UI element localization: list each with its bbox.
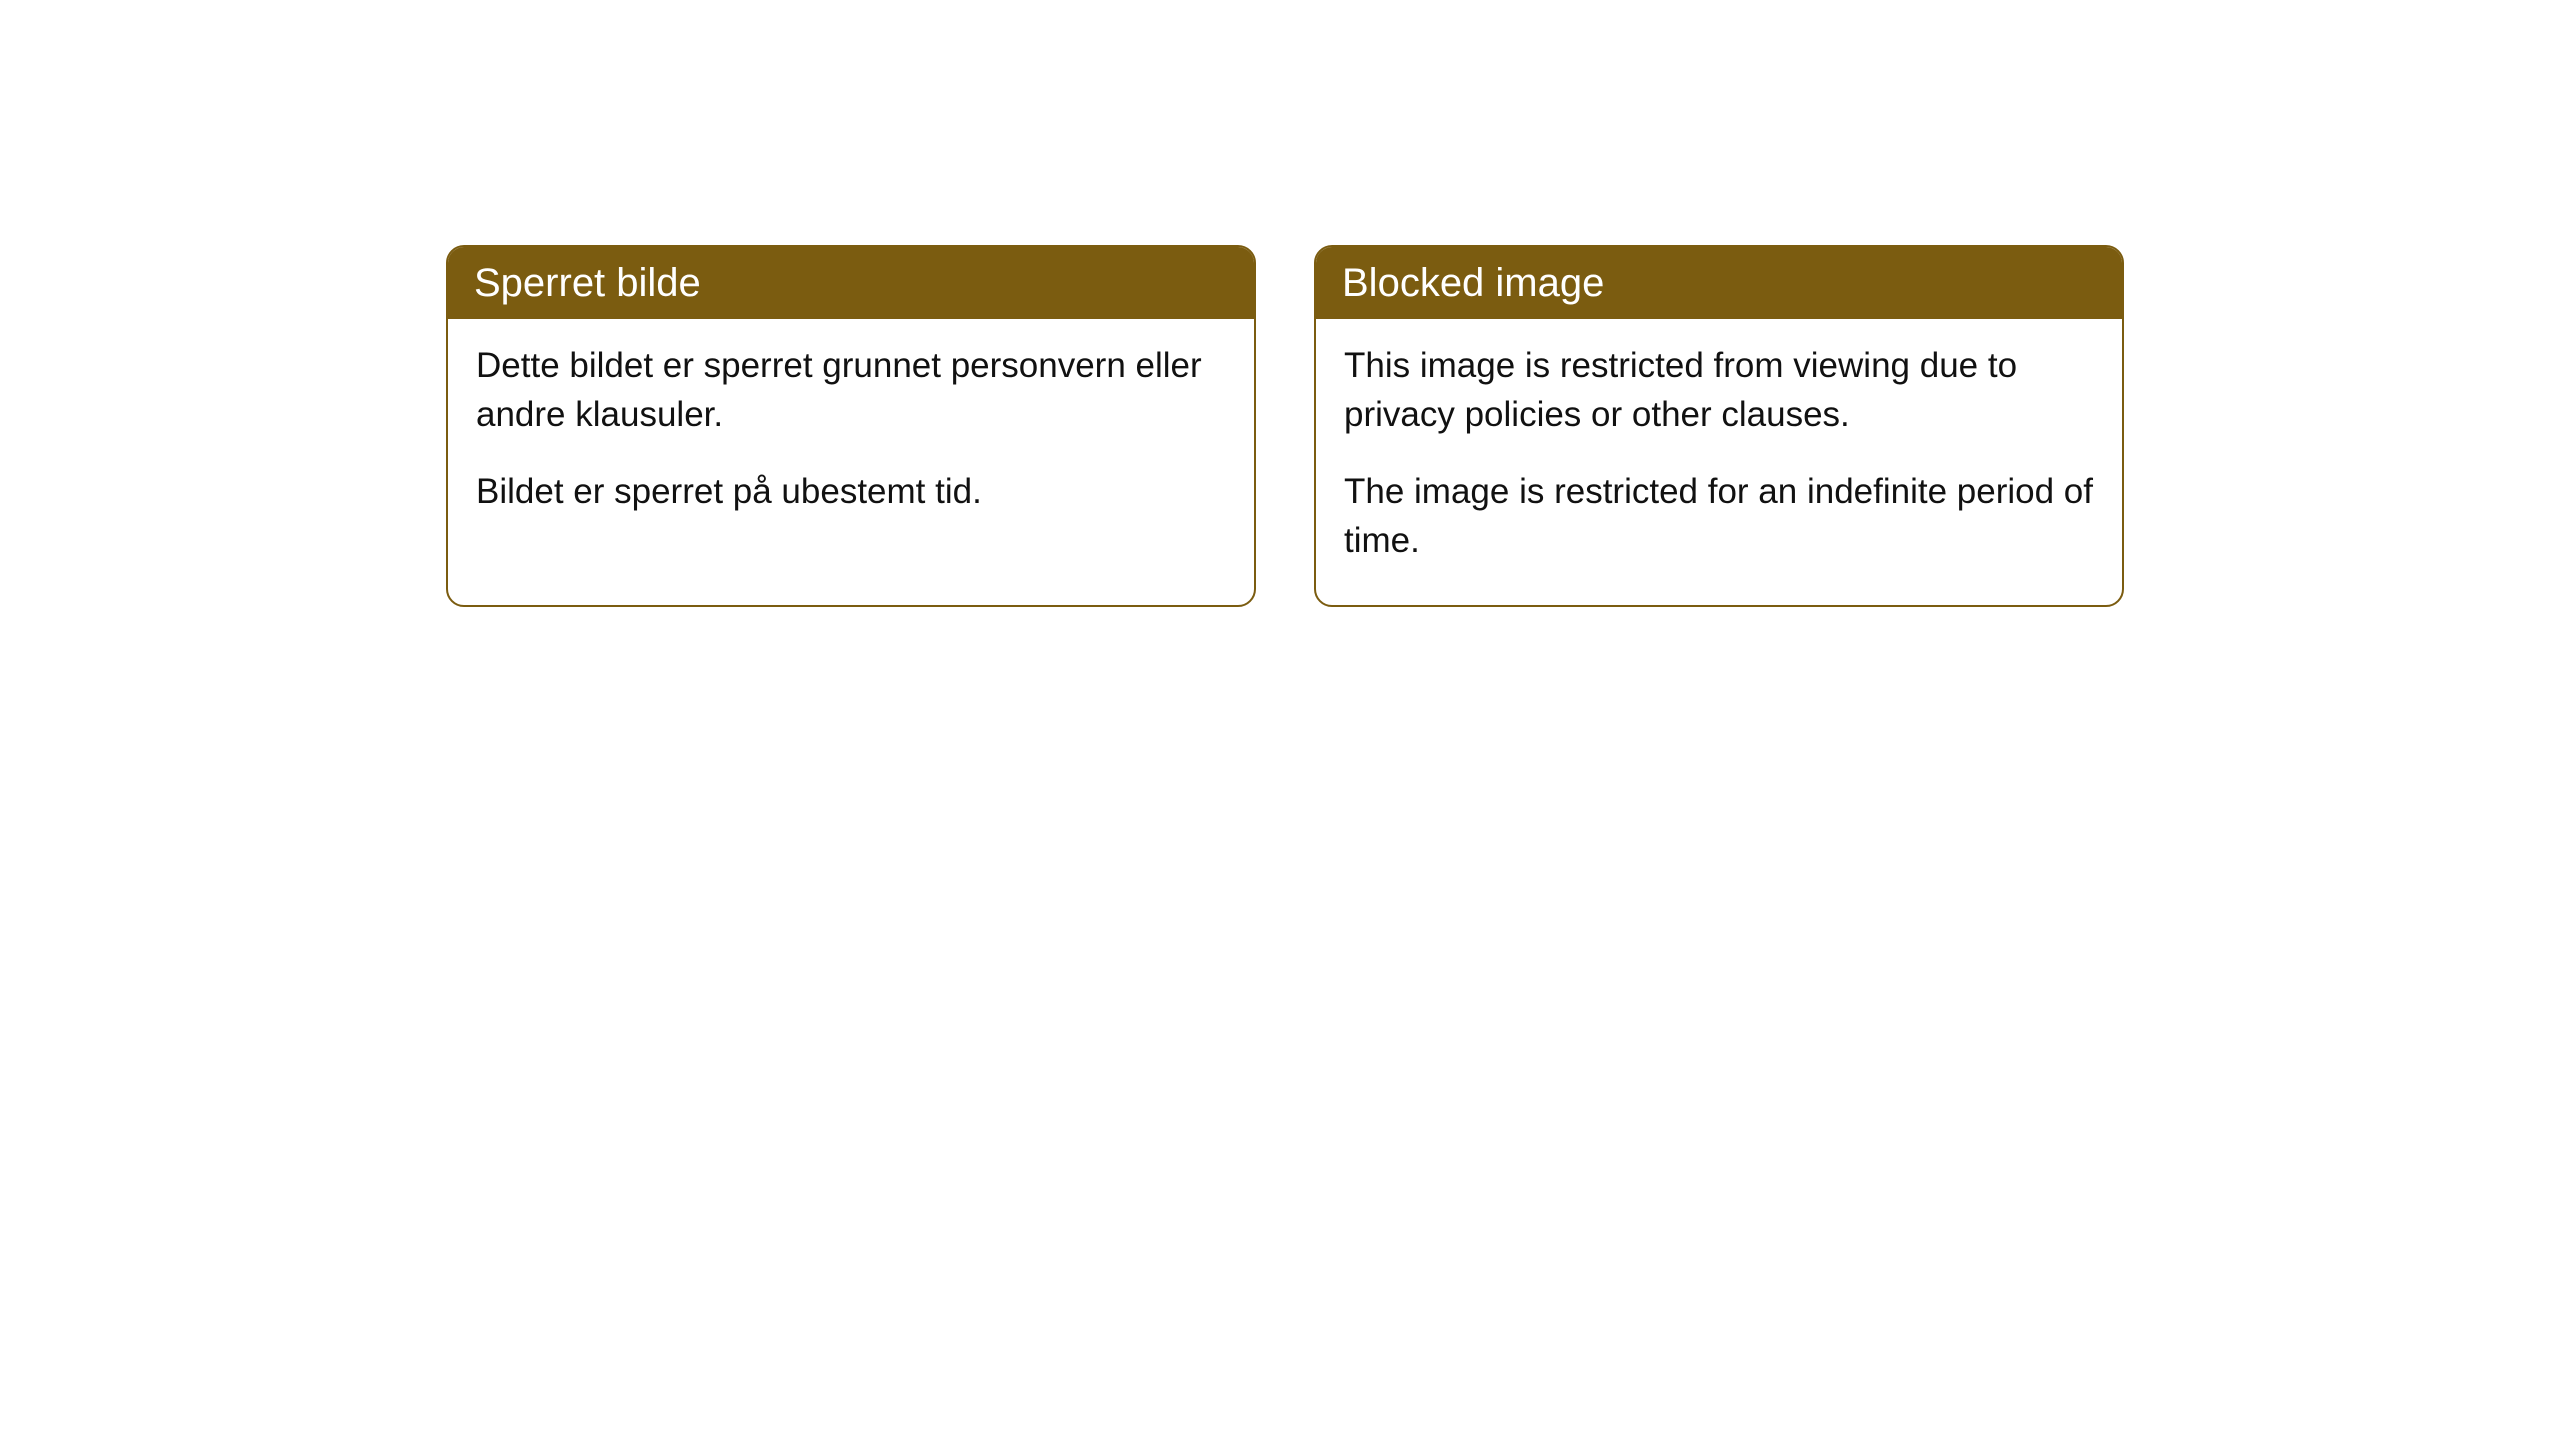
card-body: Dette bildet er sperret grunnet personve…: [448, 319, 1254, 556]
card-title: Blocked image: [1316, 247, 2122, 319]
card-paragraph: This image is restricted from viewing du…: [1344, 341, 2094, 439]
card-body: This image is restricted from viewing du…: [1316, 319, 2122, 605]
notice-cards-container: Sperret bilde Dette bildet er sperret gr…: [0, 0, 2560, 607]
blocked-image-card-english: Blocked image This image is restricted f…: [1314, 245, 2124, 607]
card-paragraph: Dette bildet er sperret grunnet personve…: [476, 341, 1226, 439]
card-paragraph: The image is restricted for an indefinit…: [1344, 467, 2094, 565]
card-title: Sperret bilde: [448, 247, 1254, 319]
blocked-image-card-norwegian: Sperret bilde Dette bildet er sperret gr…: [446, 245, 1256, 607]
card-paragraph: Bildet er sperret på ubestemt tid.: [476, 467, 1226, 516]
